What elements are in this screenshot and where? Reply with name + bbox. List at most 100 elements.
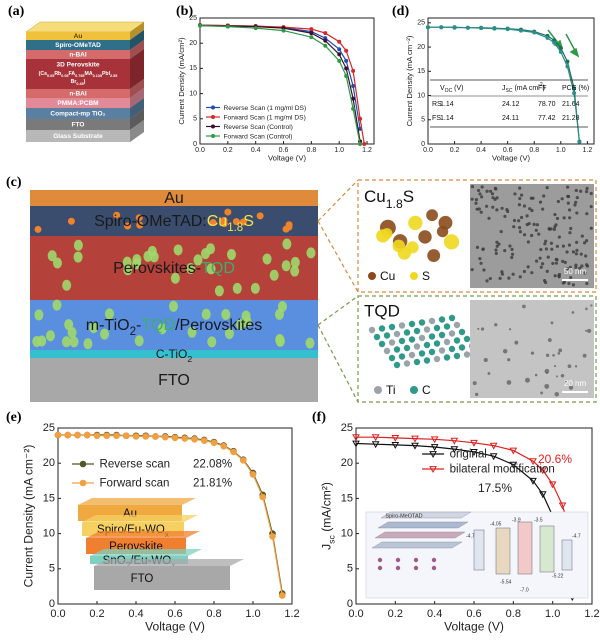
tem-particle bbox=[585, 186, 589, 191]
device-slab bbox=[377, 521, 469, 529]
layer-label: FTO bbox=[72, 122, 85, 129]
y-tick-label: 5 bbox=[49, 563, 55, 575]
tem-particle bbox=[583, 271, 587, 275]
tem-particle bbox=[551, 261, 555, 266]
quantum-dot bbox=[69, 336, 79, 348]
y-tick-label: 20 bbox=[341, 457, 353, 469]
tem-particle bbox=[546, 255, 550, 259]
layer-side bbox=[130, 88, 144, 108]
y-tick-label: 25 bbox=[341, 422, 353, 434]
tem-particle bbox=[535, 223, 539, 227]
tem-particle bbox=[510, 247, 514, 251]
tem-particle bbox=[541, 207, 545, 211]
legend-label: Reverse scan bbox=[100, 459, 171, 471]
marker bbox=[309, 31, 314, 36]
quantum-dot bbox=[173, 244, 183, 256]
y-tick-label: 25 bbox=[417, 20, 425, 27]
marker bbox=[509, 461, 518, 469]
band bbox=[495, 527, 511, 575]
tem-particle bbox=[552, 353, 555, 357]
atom bbox=[373, 333, 381, 341]
atom bbox=[388, 339, 396, 346]
marker bbox=[337, 47, 342, 52]
tem-particle bbox=[574, 263, 578, 267]
y-tick-label: 0 bbox=[193, 141, 197, 148]
slab bbox=[94, 566, 230, 590]
marker bbox=[337, 52, 342, 57]
panel-label: (c) bbox=[6, 175, 22, 190]
layer-label: Compact-mp TiO₂ bbox=[50, 111, 105, 118]
tem-particle bbox=[584, 254, 588, 258]
quantum-dot bbox=[47, 250, 57, 262]
x-tick-label: 1.2 bbox=[284, 608, 299, 620]
atom bbox=[431, 565, 437, 571]
text-part: 2 bbox=[187, 354, 192, 364]
atom bbox=[377, 565, 383, 571]
tem-particle bbox=[472, 381, 477, 386]
layer-shade bbox=[130, 49, 144, 89]
tem-particle bbox=[580, 264, 584, 268]
nanoparticle bbox=[135, 214, 143, 222]
x-tick-label: 1.0 bbox=[556, 147, 566, 154]
tem-particle bbox=[566, 185, 570, 189]
atom bbox=[463, 351, 471, 358]
tem-particle bbox=[585, 281, 589, 286]
energy-level: -3.9 bbox=[512, 517, 521, 523]
tem-particle bbox=[525, 377, 530, 383]
marker bbox=[351, 106, 356, 111]
marker bbox=[470, 449, 478, 456]
legend-label: Forward Scan (Control) bbox=[224, 133, 293, 140]
energy-level: -5.54 bbox=[500, 579, 512, 585]
marker bbox=[344, 58, 349, 63]
tem-particle bbox=[582, 353, 587, 358]
annotation: 17.5% bbox=[478, 481, 512, 495]
tem-particle bbox=[474, 197, 479, 202]
tem-image bbox=[470, 300, 594, 398]
tem-particle bbox=[485, 189, 489, 193]
layer-side bbox=[130, 22, 144, 40]
tem-particle bbox=[569, 226, 573, 231]
nanoparticle bbox=[136, 221, 144, 229]
y-tick-label: 25 bbox=[43, 422, 55, 434]
quantum-dot bbox=[73, 239, 83, 251]
layer-top bbox=[25, 21, 145, 33]
layer-shade bbox=[130, 120, 144, 142]
tem-particle bbox=[566, 194, 571, 199]
marker bbox=[371, 441, 380, 449]
y-axis-label: Current Density (mA cm⁻²) bbox=[405, 35, 414, 126]
atom bbox=[406, 241, 419, 254]
tem-particle bbox=[487, 372, 491, 375]
tem-particle bbox=[556, 199, 560, 204]
table-cell: RS bbox=[432, 101, 442, 108]
tem-particle bbox=[575, 248, 579, 253]
tem-particle bbox=[493, 186, 498, 190]
atom bbox=[453, 337, 461, 344]
plot-frame bbox=[199, 17, 375, 145]
tem-particle bbox=[545, 353, 550, 358]
atom bbox=[463, 335, 471, 343]
tem-particle bbox=[470, 185, 475, 189]
marker bbox=[439, 25, 444, 30]
y-tick-label: 0 bbox=[421, 141, 425, 148]
device-slab bbox=[374, 531, 466, 539]
slab-top bbox=[86, 531, 200, 538]
series-line bbox=[199, 25, 361, 142]
slab-top bbox=[82, 515, 198, 522]
atom bbox=[428, 333, 436, 340]
layer-label: PMMA:PCBM bbox=[57, 100, 98, 107]
tem-particle bbox=[475, 207, 479, 211]
tem-particle bbox=[568, 265, 572, 269]
quantum-dot bbox=[242, 316, 252, 328]
tem-particle bbox=[482, 268, 486, 272]
tem-particle bbox=[470, 197, 474, 201]
marker bbox=[362, 142, 367, 147]
nanoparticle bbox=[239, 218, 247, 226]
quantum-dot bbox=[250, 282, 260, 294]
layer bbox=[30, 358, 318, 402]
tem-particle bbox=[511, 272, 515, 276]
tem-particle bbox=[552, 227, 556, 232]
text-part: m-TiO bbox=[86, 317, 130, 334]
band bbox=[561, 539, 573, 571]
legend-label: Ti bbox=[386, 383, 396, 397]
marker bbox=[518, 28, 523, 33]
